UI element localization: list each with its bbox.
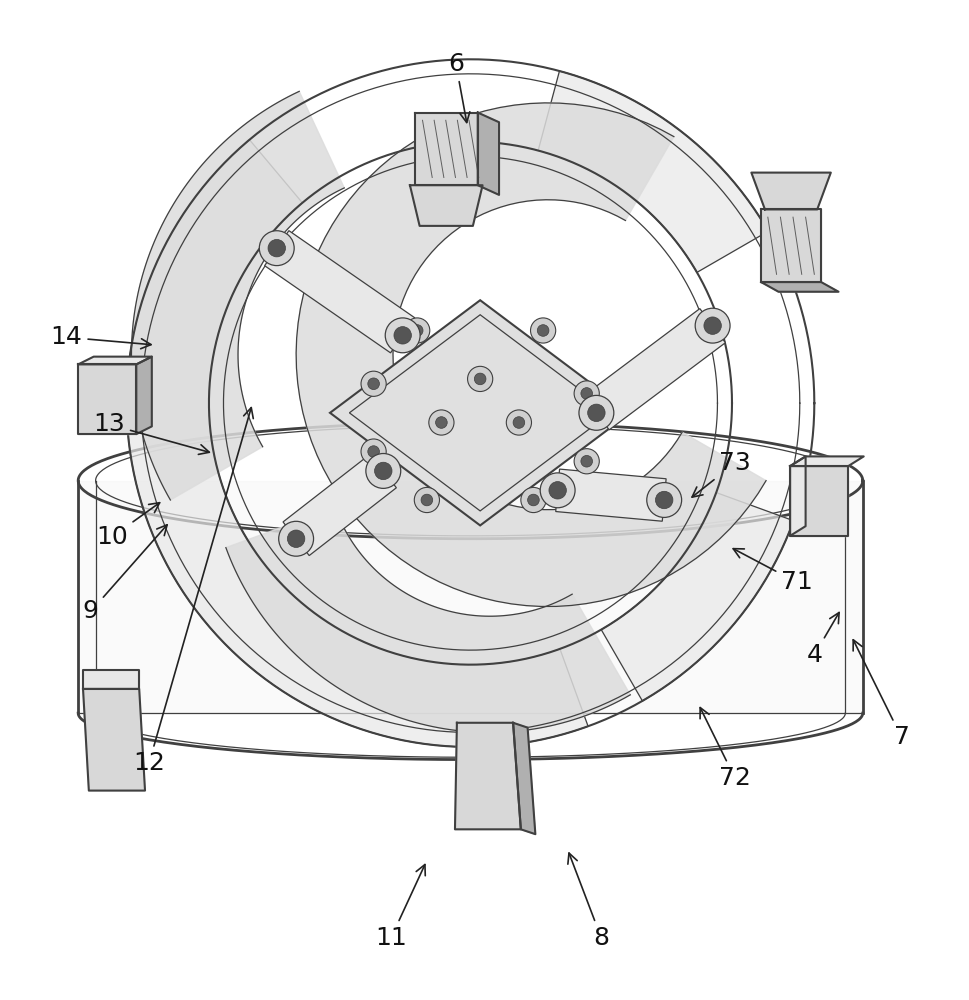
Polygon shape bbox=[790, 456, 805, 536]
Circle shape bbox=[267, 239, 285, 257]
Circle shape bbox=[360, 439, 386, 464]
Circle shape bbox=[506, 410, 531, 435]
Circle shape bbox=[385, 318, 420, 353]
Text: 73: 73 bbox=[691, 451, 750, 497]
Circle shape bbox=[587, 404, 605, 422]
Text: 4: 4 bbox=[805, 612, 838, 667]
Circle shape bbox=[537, 325, 548, 336]
Polygon shape bbox=[132, 91, 344, 500]
Polygon shape bbox=[329, 300, 630, 525]
Circle shape bbox=[414, 487, 439, 513]
Polygon shape bbox=[410, 185, 483, 226]
Circle shape bbox=[655, 491, 672, 509]
Circle shape bbox=[421, 494, 432, 506]
Polygon shape bbox=[555, 469, 666, 521]
Polygon shape bbox=[226, 508, 630, 732]
Polygon shape bbox=[83, 689, 145, 791]
Text: 9: 9 bbox=[82, 525, 167, 623]
Circle shape bbox=[360, 371, 386, 396]
Circle shape bbox=[646, 483, 681, 517]
Circle shape bbox=[367, 378, 379, 390]
Circle shape bbox=[580, 388, 592, 399]
Circle shape bbox=[548, 482, 566, 499]
Circle shape bbox=[367, 446, 379, 457]
Polygon shape bbox=[761, 282, 837, 292]
Polygon shape bbox=[283, 454, 396, 556]
Circle shape bbox=[393, 327, 411, 344]
Text: 11: 11 bbox=[375, 865, 424, 950]
Polygon shape bbox=[751, 173, 829, 209]
Polygon shape bbox=[601, 493, 793, 701]
Text: 72: 72 bbox=[700, 708, 750, 790]
Text: 8: 8 bbox=[567, 853, 609, 950]
Polygon shape bbox=[454, 723, 520, 829]
Circle shape bbox=[374, 462, 391, 480]
Circle shape bbox=[520, 487, 546, 513]
Polygon shape bbox=[790, 466, 847, 536]
Circle shape bbox=[259, 231, 294, 266]
Text: 7: 7 bbox=[853, 640, 909, 749]
Polygon shape bbox=[78, 364, 137, 434]
Polygon shape bbox=[761, 209, 821, 282]
Circle shape bbox=[695, 308, 730, 343]
Circle shape bbox=[580, 455, 592, 467]
Polygon shape bbox=[137, 357, 151, 434]
Polygon shape bbox=[513, 723, 535, 834]
Polygon shape bbox=[296, 103, 766, 606]
Polygon shape bbox=[790, 456, 862, 466]
Circle shape bbox=[703, 317, 721, 334]
Circle shape bbox=[467, 366, 492, 392]
Text: 12: 12 bbox=[133, 408, 253, 775]
Circle shape bbox=[540, 473, 575, 508]
Circle shape bbox=[574, 381, 599, 406]
Polygon shape bbox=[583, 309, 725, 430]
Circle shape bbox=[428, 410, 453, 435]
Circle shape bbox=[527, 494, 539, 506]
Circle shape bbox=[365, 454, 400, 488]
Circle shape bbox=[435, 417, 447, 428]
Circle shape bbox=[574, 449, 599, 474]
Circle shape bbox=[404, 318, 429, 343]
Polygon shape bbox=[127, 140, 587, 747]
Polygon shape bbox=[538, 71, 767, 272]
Circle shape bbox=[411, 325, 422, 336]
Polygon shape bbox=[265, 231, 415, 353]
Circle shape bbox=[578, 395, 613, 430]
Text: 6: 6 bbox=[448, 52, 469, 123]
Circle shape bbox=[287, 530, 304, 547]
Circle shape bbox=[530, 318, 555, 343]
Text: 14: 14 bbox=[50, 325, 151, 349]
Text: 13: 13 bbox=[93, 412, 209, 454]
Text: 10: 10 bbox=[96, 503, 160, 549]
Circle shape bbox=[513, 417, 524, 428]
Polygon shape bbox=[478, 113, 498, 195]
Polygon shape bbox=[83, 670, 140, 689]
Polygon shape bbox=[78, 357, 151, 364]
Text: 71: 71 bbox=[733, 549, 812, 594]
Polygon shape bbox=[415, 113, 478, 185]
Circle shape bbox=[474, 373, 485, 385]
Circle shape bbox=[278, 521, 313, 556]
